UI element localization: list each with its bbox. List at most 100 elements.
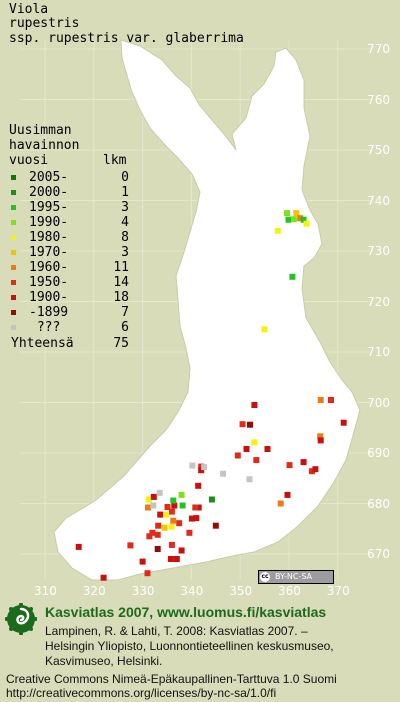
legend-total-label: Yhteensä <box>11 336 74 351</box>
y-tick-label: 740 <box>367 193 390 208</box>
observation-marker <box>178 491 185 498</box>
y-tick-label: 680 <box>367 496 390 511</box>
legend-swatch <box>11 235 16 240</box>
observation-marker <box>168 541 175 548</box>
legend-year-label: 1980- <box>29 230 69 245</box>
observation-marker <box>293 210 300 217</box>
observation-marker <box>317 397 324 403</box>
legend-year-label: ??? <box>29 320 61 335</box>
observation-marker <box>251 402 258 408</box>
legend-swatch <box>11 295 16 300</box>
legend-total-count: 75 <box>113 336 129 351</box>
observation-marker <box>145 496 152 503</box>
cc-badge-text: BY-NC-SA <box>275 572 313 581</box>
observation-marker <box>168 508 175 515</box>
footer-citation-2: Helsingin Yliopisto, Luonnontieteellinen… <box>45 639 334 653</box>
footer-citation-3: Kasvimuseo, Helsinki. <box>45 654 163 668</box>
legend-row: 1950- 14 <box>9 275 129 290</box>
legend-count: 3 <box>121 245 129 260</box>
observation-marker <box>195 482 202 489</box>
legend-count: 3 <box>121 200 129 215</box>
observation-marker <box>161 524 168 531</box>
legend-row: 2000- 1 <box>9 185 129 200</box>
observation-marker <box>154 531 161 538</box>
observation-marker <box>167 556 174 562</box>
legend-count: 14 <box>113 275 129 290</box>
legend-year-label: 1960- <box>29 260 69 275</box>
observation-marker <box>246 476 253 483</box>
species-genus: Viola <box>9 2 49 17</box>
observation-marker <box>178 547 185 554</box>
footer-citation-1: Lampinen, R. & Lahti, T. 2008: Kasviatla… <box>45 624 308 638</box>
legend-count: 11 <box>113 260 129 275</box>
legend-year-label: 1990- <box>29 215 69 230</box>
observation-marker <box>168 523 175 530</box>
observation-marker <box>239 421 246 428</box>
observation-marker <box>170 517 177 524</box>
legend-swatch <box>11 250 16 255</box>
observation-marker <box>253 457 260 464</box>
observation-marker <box>170 497 177 504</box>
observation-marker <box>297 215 304 222</box>
observation-marker <box>251 439 258 446</box>
y-tick-label: 670 <box>367 547 390 561</box>
observation-marker <box>198 467 205 474</box>
observation-marker <box>145 504 151 511</box>
legend-count: 6 <box>121 320 129 335</box>
observation-marker <box>220 470 227 477</box>
legend-count: 7 <box>121 305 129 320</box>
cc-license-badge[interactable]: cc BY-NC-SA <box>258 570 334 584</box>
x-tick-label: 350 <box>229 584 253 598</box>
footer-title: Kasviatlas 2007, www.luomus.fi/kasviatla… <box>45 604 327 620</box>
observation-marker <box>188 515 195 522</box>
observation-marker <box>155 522 162 529</box>
x-tick-label: 320 <box>82 584 106 598</box>
observation-marker <box>173 556 180 562</box>
legend-row: ??? 6 <box>9 320 129 335</box>
distribution-map <box>20 39 372 581</box>
footer-license-url[interactable]: http://creativecommons.org/licenses/by-n… <box>6 686 277 700</box>
observation-marker <box>186 529 193 536</box>
observation-marker <box>289 273 296 280</box>
observation-marker <box>212 522 219 529</box>
legend-row: -1899 7 <box>9 305 129 320</box>
y-tick-label: 760 <box>367 92 390 107</box>
legend-swatch <box>11 265 16 270</box>
observation-marker <box>139 558 146 565</box>
legend-year-label: 2000- <box>29 185 69 200</box>
observation-marker <box>300 459 307 466</box>
legend-row: 1980- 8 <box>9 230 129 245</box>
map-area: Viola rupestris ssp. rupestris var. glab… <box>9 2 390 598</box>
observation-marker <box>193 515 200 522</box>
species-variety: ssp. rupestris var. glaberrima <box>9 31 244 46</box>
legend-heading-2: havainnon <box>9 138 80 153</box>
observation-marker <box>163 511 169 518</box>
observation-marker <box>189 462 196 469</box>
observation-marker <box>164 504 171 510</box>
observation-marker <box>150 493 157 500</box>
legend-swatch <box>11 220 16 225</box>
legend-swatch <box>11 310 16 315</box>
observation-marker <box>328 397 334 403</box>
x-tick-label: 330 <box>131 584 155 598</box>
legend-heading-1: Uusimman <box>9 123 72 138</box>
legend-count: 4 <box>121 215 129 230</box>
x-tick-label: 310 <box>34 584 57 598</box>
footer-license: Creative Commons Nimeä-Epäkaupallinen-Ta… <box>6 672 337 686</box>
observation-marker <box>208 496 215 503</box>
legend-row: 1900- 18 <box>9 290 129 305</box>
y-tick-label: 730 <box>367 244 390 258</box>
observation-marker <box>308 468 315 475</box>
kasviatlas-logo-icon <box>5 603 37 635</box>
x-tick-label: 370 <box>326 584 350 598</box>
legend-count: 8 <box>121 230 129 245</box>
observation-marker <box>156 489 163 496</box>
legend-swatch <box>11 175 16 180</box>
observation-marker <box>157 511 164 518</box>
observation-marker <box>243 446 250 452</box>
legend-swatch <box>11 190 16 195</box>
observation-marker <box>149 529 156 536</box>
observation-marker <box>154 546 161 552</box>
legend-year-label: 2005- <box>29 170 69 185</box>
x-tick-label: 340 <box>180 584 204 598</box>
